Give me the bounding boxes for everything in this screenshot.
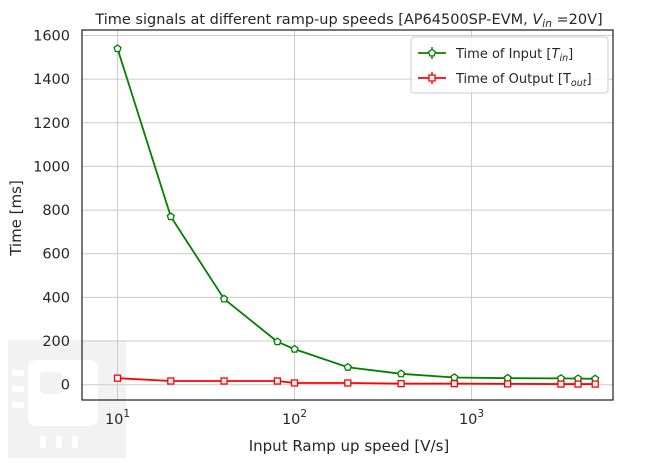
y-axis-label: Time [ms] bbox=[7, 180, 25, 257]
chip-watermark-icon bbox=[8, 340, 126, 458]
data-point bbox=[574, 380, 582, 388]
series-0 bbox=[113, 44, 600, 383]
y-tick-label: 200 bbox=[42, 334, 70, 350]
legend-label: Time of Input [Tin] bbox=[455, 47, 573, 64]
y-tick-label: 1400 bbox=[33, 72, 70, 88]
data-point bbox=[450, 379, 459, 388]
y-tick-label: 400 bbox=[42, 290, 70, 306]
data-point bbox=[273, 337, 282, 346]
data-point bbox=[113, 44, 122, 53]
data-point bbox=[343, 362, 352, 371]
data-point bbox=[344, 379, 352, 387]
data-point bbox=[557, 380, 565, 388]
series-1 bbox=[113, 374, 599, 388]
x-tick-label: 103 bbox=[459, 408, 484, 428]
x-tick-label: 102 bbox=[282, 408, 307, 428]
chart-title: Time signals at different ramp-up speeds… bbox=[94, 12, 602, 30]
legend-item: Time of Input [Tin] bbox=[418, 47, 573, 64]
plot-frame bbox=[81, 29, 614, 401]
data-point bbox=[396, 369, 406, 378]
y-tick-label: 600 bbox=[42, 247, 70, 263]
legend-marker bbox=[428, 74, 436, 82]
data-point bbox=[220, 377, 228, 385]
data-point bbox=[290, 344, 299, 353]
series-layer bbox=[113, 44, 600, 388]
data-point bbox=[113, 374, 122, 382]
y-tick-label: 1200 bbox=[33, 116, 70, 132]
data-point bbox=[290, 379, 299, 387]
x-axis-label: Input Ramp up speed [V/s] bbox=[249, 437, 450, 455]
data-point bbox=[503, 373, 512, 382]
y-tick-label: 800 bbox=[42, 203, 70, 219]
x-tick-label: 101 bbox=[105, 408, 130, 428]
data-point bbox=[503, 380, 512, 388]
legend: Time of Input [Tin] Time of Output [Tout] bbox=[410, 36, 609, 94]
legend-item: Time of Output [Tout] bbox=[418, 72, 592, 89]
data-point bbox=[167, 377, 175, 385]
x-axis-ticks: 101 102 103 bbox=[105, 408, 484, 428]
data-point bbox=[273, 377, 282, 385]
data-point bbox=[397, 379, 405, 388]
legend-marker bbox=[427, 48, 437, 57]
data-point bbox=[219, 294, 229, 303]
y-tick-label: 0 bbox=[61, 378, 70, 394]
series-line bbox=[116, 48, 596, 380]
y-tick-label: 1600 bbox=[33, 28, 70, 44]
y-tick-label: 1000 bbox=[33, 159, 70, 175]
y-axis-ticks: 0 200 400 600 800 1000 1200 1400 1600 bbox=[33, 28, 70, 393]
legend-label: Time of Output [Tout] bbox=[455, 72, 592, 89]
data-point bbox=[166, 212, 175, 221]
legend-box bbox=[410, 36, 609, 94]
data-point bbox=[591, 380, 599, 388]
data-point bbox=[556, 373, 566, 382]
data-point bbox=[450, 373, 459, 382]
